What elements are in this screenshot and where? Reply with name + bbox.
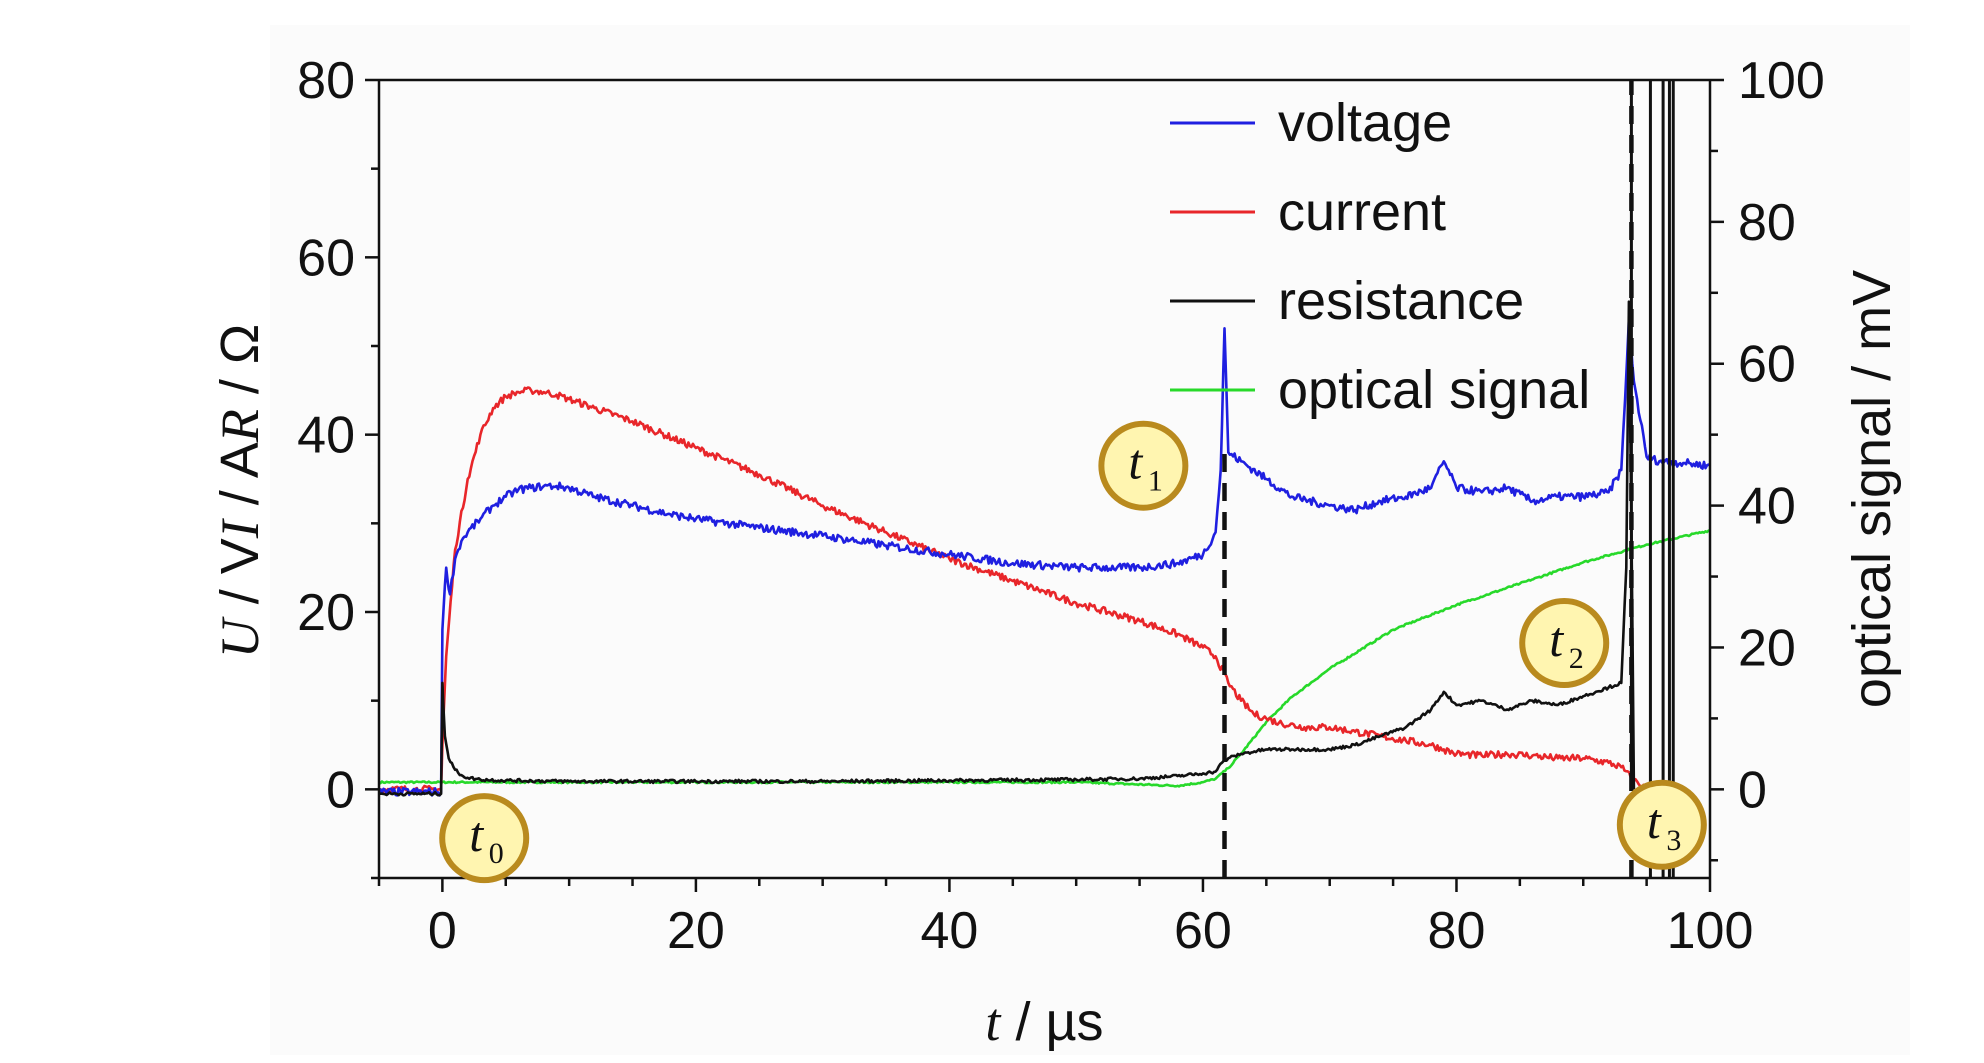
x-tick-label-0: 0 — [428, 902, 457, 960]
x-tick-label-20: 20 — [667, 902, 725, 960]
y-left-tick-label-60: 60 — [297, 229, 355, 287]
legend: voltage current resistance optical signal — [1170, 93, 1590, 420]
legend-label-voltage: voltage — [1278, 93, 1452, 153]
time-markers: t 0t 1t 2t 3 — [439, 420, 1707, 884]
y-left-tick-label-0: 0 — [326, 761, 355, 819]
x-axis-title-symbol: t — [985, 992, 1002, 1052]
series-line-voltage — [379, 318, 1710, 797]
marker-label: t — [1128, 434, 1143, 490]
y-left-title-symbol: R — [210, 409, 270, 443]
legend-label-optical-signal: optical signal — [1278, 360, 1590, 420]
marker-label: t — [1549, 611, 1564, 667]
y-right-tick-label-40: 40 — [1738, 478, 1796, 536]
y-left-title-unit: / Ω — [210, 324, 270, 409]
plot-area — [270, 25, 1910, 1055]
y-left-tick-label-40: 40 — [297, 407, 355, 465]
y-right-tick-label-80: 80 — [1738, 194, 1796, 252]
y-right-tick-label-100: 100 — [1738, 52, 1825, 110]
vertical-lines — [1222, 80, 1675, 878]
marker-subscript: 1 — [1148, 465, 1163, 498]
y-right-tick-label-20: 20 — [1738, 619, 1796, 677]
y-right-tick-label-60: 60 — [1738, 336, 1796, 394]
x-tick-label-40: 40 — [921, 902, 979, 960]
y-right-axis-title: optical signal / mV — [1842, 270, 1902, 708]
y-left-title-symbol: I — [210, 517, 270, 539]
marker-circle — [1616, 779, 1707, 870]
y-left-title-unit: / A — [210, 442, 270, 520]
x-tick-label-80: 80 — [1428, 902, 1486, 960]
series-line-optical-signal — [379, 529, 1710, 788]
series-line-current — [379, 386, 1661, 796]
marker-circle — [1519, 598, 1610, 689]
legend-label-current: current — [1278, 182, 1446, 242]
axis-titles: t / µs U / VI / AR / Ω optical signal / mV — [210, 270, 1902, 1052]
x-tick-label-60: 60 — [1174, 902, 1232, 960]
x-axis-title: t / µs — [985, 992, 1103, 1052]
series-layer — [379, 300, 1710, 797]
y-left-axis-title: U / VI / AR / Ω — [210, 324, 270, 658]
marker-subscript: 3 — [1666, 824, 1681, 857]
legend-label-resistance: resistance — [1278, 271, 1524, 331]
marker-subscript: 0 — [489, 837, 504, 870]
x-axis-title-unit: / µs — [1000, 992, 1103, 1052]
series-line-resistance — [379, 300, 1636, 797]
marker-subscript: 2 — [1569, 642, 1584, 675]
marker-circle — [439, 793, 530, 884]
marker-label: t — [1647, 793, 1662, 849]
y-right-tick-label-0: 0 — [1738, 761, 1767, 819]
y-left-tick-label-80: 80 — [297, 52, 355, 110]
marker-label: t — [469, 806, 484, 862]
y-left-title-symbol: U — [210, 616, 270, 658]
marker-circle — [1098, 420, 1189, 511]
y-left-tick-label-20: 20 — [297, 584, 355, 642]
y-left-title-unit: / V — [210, 538, 270, 619]
plot-background — [270, 25, 1910, 1055]
x-tick-label-100: 100 — [1667, 902, 1754, 960]
